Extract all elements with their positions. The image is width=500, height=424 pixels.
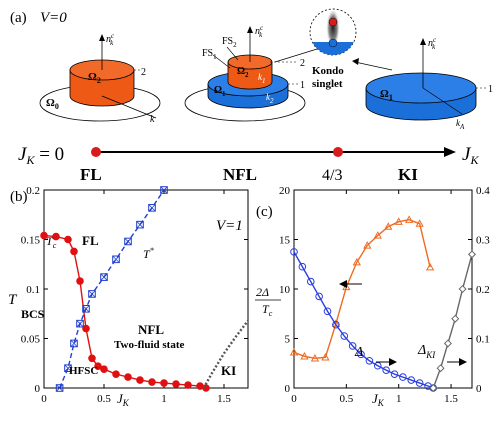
- panel-c-ytick-label: 0: [285, 383, 291, 395]
- nfl-fs1-label: FS1: [202, 48, 217, 61]
- panel-b-series-0-point: [53, 233, 60, 240]
- panel-c-series-2-point: [459, 286, 466, 293]
- panel-b-series-1-line: [60, 190, 164, 388]
- panel-c-ytick-right-label: 0.2: [476, 284, 490, 296]
- region-twofluid-label: Two-fluid state: [114, 339, 184, 351]
- panel-c-xtick-label: 1.5: [444, 393, 458, 405]
- panel-c-ytick-right-label: 0.1: [476, 334, 490, 346]
- panel-b-v-label: V=1: [216, 218, 243, 234]
- phase-ki-label: KI: [398, 165, 418, 184]
- panel-a-v-label: V=0: [40, 10, 67, 26]
- panel-b-xtick-label: 0.5: [97, 393, 111, 405]
- fl-level2-label: 2: [141, 67, 146, 78]
- nfl-fs2-label: FS2: [222, 36, 237, 49]
- mid-tick-label: 4/3: [322, 167, 342, 184]
- region-hfsc-label: HFSC: [69, 365, 98, 377]
- panel-c-ratio-num: 2Δ: [256, 285, 269, 299]
- region-fl-label: FL: [82, 233, 99, 248]
- panel-b-ytick-label: 0.2: [26, 185, 40, 197]
- panel-b-series-0-point: [113, 371, 120, 378]
- tstar-label: T*: [143, 246, 154, 261]
- panel-b-series-1-point: [137, 221, 144, 228]
- panel-c-xtick-label: 1: [396, 393, 402, 405]
- panel-c-xtick-label: 0: [291, 393, 297, 405]
- panel-b-series-0-point: [137, 377, 144, 384]
- panel-b-ylabel: T: [8, 292, 18, 308]
- panel-c-series-1-line: [294, 252, 433, 388]
- panel-c-series-2-point: [452, 315, 459, 322]
- panel-b-label: (b): [10, 189, 28, 205]
- panel-b-series-0-point: [125, 374, 132, 381]
- panel-b-xtick-label: 1: [161, 393, 167, 405]
- ki-level1-label: 1: [488, 84, 493, 95]
- panel-b-series-1-point: [101, 274, 108, 281]
- panel-b-series-0-point: [185, 382, 192, 389]
- jk-phase-axis: [91, 147, 456, 157]
- panel-b-series-0-point: [101, 366, 108, 373]
- panel-c-xlabel: JK: [372, 391, 385, 408]
- panel-b-xlabel: JK: [117, 391, 130, 408]
- panel-b-ytick-label: 0: [35, 383, 41, 395]
- panel-c-ratio-den: Tc: [262, 302, 273, 318]
- panel-b-series-1-point: [89, 291, 96, 298]
- phase-nfl-label: NFL: [223, 165, 257, 184]
- ki-ka-label: kA: [456, 118, 465, 131]
- panel-b-ytick-label: 0.15: [21, 235, 41, 247]
- panel-c-series-2-point: [469, 251, 476, 258]
- jk-start-label: JK = 0: [18, 144, 64, 167]
- panel-b-series-0-point: [149, 379, 156, 386]
- panel-b-ytick-label: 0.05: [21, 334, 41, 346]
- panel-b-plot: 0 0.5 1 1.5 0 0.05 0.1 0.15 0.2: [21, 185, 248, 405]
- delta-ki-label: ΔKI: [417, 343, 436, 360]
- panel-c-ytick-right-label: 0.4: [476, 185, 490, 197]
- panel-c-ytick-right-label: 0: [476, 383, 482, 395]
- panel-b-series-1-point: [149, 205, 156, 212]
- region-nfl-label: NFL: [138, 322, 164, 337]
- phase-fl-label: FL: [80, 165, 102, 184]
- panel-b-series-1-point: [125, 238, 132, 245]
- panel-b-series-0-point: [65, 236, 72, 243]
- panel-b-series-0-point: [71, 248, 78, 255]
- ki-nk-label: nc k: [428, 36, 437, 51]
- panel-c-label: (c): [256, 204, 273, 220]
- panel-c-series-2-point: [445, 340, 452, 347]
- panel-c-xtick-label: 0.5: [339, 393, 353, 405]
- panel-b-series-0-point: [173, 381, 180, 388]
- panel-c-ytick-label: 15: [279, 235, 291, 247]
- panel-b-series-0-point: [89, 355, 96, 362]
- fl-nk-label: nc k: [106, 32, 115, 47]
- delta-label: Δ: [354, 345, 363, 360]
- ki-fermi-sea-diagram: [352, 38, 486, 120]
- panel-c-ytick-label: 10: [279, 284, 291, 296]
- panel-c-ytick-label: 5: [285, 334, 291, 346]
- nfl-level2-label: 2: [300, 58, 305, 69]
- region-ki-label: KI: [221, 363, 236, 378]
- panel-b-series-0-point: [77, 278, 84, 285]
- panel-b-xtick-label: 1.5: [217, 393, 231, 405]
- nfl-nk-label: nc k: [255, 24, 264, 39]
- nfl-level1-label: 1: [300, 80, 305, 91]
- panel-b-ytick-label: 0.1: [26, 284, 40, 296]
- fl-k-label: k: [150, 114, 155, 125]
- region-bcs-label: BCS: [21, 307, 45, 321]
- kondo-label: Kondo: [312, 65, 344, 77]
- panel-b-xtick-label: 0: [41, 393, 47, 405]
- panel-c-series-2-point: [437, 365, 444, 372]
- jk-end-label: JK: [462, 144, 479, 167]
- kondo-singlet-bubble: [308, 9, 358, 62]
- singlet-label: singlet: [312, 78, 343, 90]
- panel-c-plot: 0 0.5 1 1.5 0 5 10 15 20 0 0.1 0.2 0.3 0.4: [279, 185, 490, 405]
- panel-b-series-1-point: [113, 256, 120, 263]
- panel-c-ytick-right-label: 0.3: [476, 235, 490, 247]
- panel-a-label: (a): [10, 10, 27, 26]
- panel-c-ytick-label: 20: [279, 185, 291, 197]
- panel-b-series-0-point: [161, 380, 168, 387]
